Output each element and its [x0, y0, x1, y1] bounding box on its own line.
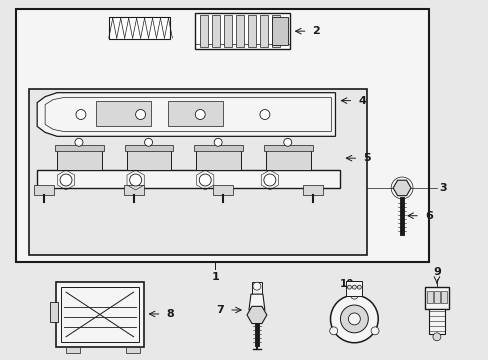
Circle shape	[370, 327, 378, 335]
Circle shape	[60, 174, 72, 186]
Circle shape	[135, 109, 145, 120]
Text: 5: 5	[363, 153, 370, 163]
Bar	[196, 148, 241, 170]
Bar	[168, 100, 223, 126]
Bar	[428, 309, 444, 334]
Bar	[34, 185, 54, 195]
Text: 7: 7	[216, 305, 224, 315]
Bar	[346, 281, 362, 296]
Bar	[66, 347, 80, 353]
Bar	[212, 15, 220, 47]
Bar	[61, 287, 138, 342]
Polygon shape	[37, 93, 335, 136]
Circle shape	[252, 282, 261, 290]
Bar	[123, 185, 143, 195]
Bar	[16, 9, 428, 262]
Text: 10: 10	[340, 279, 354, 289]
Bar	[426, 291, 432, 303]
Circle shape	[129, 174, 142, 186]
Circle shape	[357, 285, 361, 289]
Circle shape	[340, 305, 367, 333]
Circle shape	[214, 138, 222, 146]
Circle shape	[264, 174, 275, 186]
Bar	[251, 282, 262, 294]
Circle shape	[199, 174, 211, 186]
Bar	[236, 15, 244, 47]
Circle shape	[144, 138, 152, 146]
Text: 6: 6	[424, 211, 432, 221]
Text: 9: 9	[432, 267, 440, 277]
Bar	[264, 145, 312, 151]
Bar	[124, 145, 173, 151]
Bar	[125, 347, 139, 353]
Text: 2: 2	[312, 26, 320, 36]
Bar	[50, 302, 58, 322]
Bar	[57, 148, 102, 170]
Circle shape	[347, 313, 360, 325]
Bar	[126, 148, 171, 170]
Bar	[302, 185, 322, 195]
Circle shape	[195, 109, 205, 120]
Bar	[271, 15, 279, 47]
Bar	[271, 17, 287, 45]
Bar	[56, 282, 143, 347]
Text: 1: 1	[211, 272, 219, 282]
Bar	[96, 100, 150, 126]
Circle shape	[75, 138, 83, 146]
Bar	[37, 170, 340, 188]
Circle shape	[76, 109, 86, 120]
Bar	[195, 13, 289, 49]
Text: 3: 3	[438, 183, 446, 193]
Bar	[247, 15, 255, 47]
Bar	[108, 17, 170, 39]
Text: 4: 4	[358, 96, 366, 105]
Circle shape	[330, 295, 377, 343]
Bar	[213, 185, 233, 195]
Bar	[440, 291, 446, 303]
Bar	[433, 291, 439, 303]
Bar	[200, 15, 208, 47]
Circle shape	[350, 291, 358, 299]
Bar	[424, 287, 448, 309]
Circle shape	[283, 138, 291, 146]
Circle shape	[346, 285, 351, 289]
Bar	[260, 15, 267, 47]
Polygon shape	[248, 294, 264, 310]
Circle shape	[352, 285, 356, 289]
Text: 8: 8	[166, 309, 174, 319]
Circle shape	[260, 109, 269, 120]
Bar	[224, 15, 232, 47]
Bar	[265, 148, 310, 170]
Circle shape	[329, 327, 337, 335]
Bar	[55, 145, 103, 151]
Bar	[194, 145, 243, 151]
Circle shape	[432, 333, 440, 341]
Bar	[29, 89, 366, 255]
